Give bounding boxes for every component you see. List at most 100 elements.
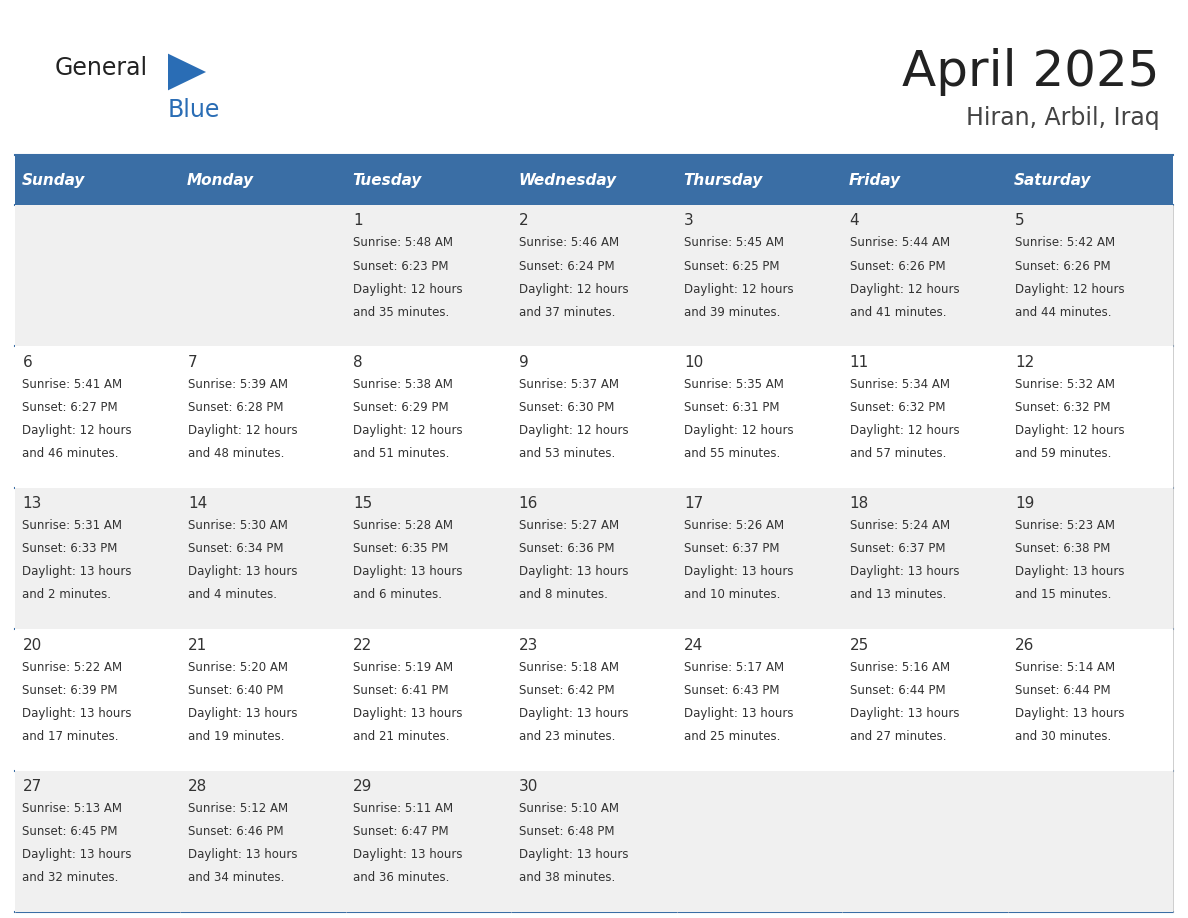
Text: Daylight: 13 hours: Daylight: 13 hours (849, 707, 959, 720)
Text: and 27 minutes.: and 27 minutes. (849, 730, 946, 743)
Text: 1: 1 (353, 214, 362, 229)
Text: and 38 minutes.: and 38 minutes. (519, 871, 615, 884)
Text: and 4 minutes.: and 4 minutes. (188, 588, 277, 601)
Text: Sunrise: 5:34 AM: Sunrise: 5:34 AM (849, 378, 949, 391)
Text: 4: 4 (849, 214, 859, 229)
Text: Sunrise: 5:17 AM: Sunrise: 5:17 AM (684, 661, 784, 674)
Text: Sunrise: 5:46 AM: Sunrise: 5:46 AM (519, 237, 619, 250)
Text: Daylight: 12 hours: Daylight: 12 hours (353, 424, 463, 437)
Text: Daylight: 12 hours: Daylight: 12 hours (684, 283, 794, 296)
Text: Sunrise: 5:32 AM: Sunrise: 5:32 AM (1015, 378, 1116, 391)
Text: Daylight: 13 hours: Daylight: 13 hours (188, 707, 297, 720)
Text: Daylight: 12 hours: Daylight: 12 hours (23, 424, 132, 437)
Text: General: General (55, 56, 148, 80)
Text: Daylight: 13 hours: Daylight: 13 hours (849, 565, 959, 578)
Text: 5: 5 (1015, 214, 1024, 229)
Text: and 35 minutes.: and 35 minutes. (353, 306, 449, 319)
Text: 15: 15 (353, 497, 373, 511)
Text: 27: 27 (23, 779, 42, 794)
Text: Daylight: 13 hours: Daylight: 13 hours (23, 565, 132, 578)
Text: Daylight: 12 hours: Daylight: 12 hours (1015, 283, 1125, 296)
Text: Sunrise: 5:11 AM: Sunrise: 5:11 AM (353, 802, 454, 815)
Text: and 57 minutes.: and 57 minutes. (849, 447, 946, 460)
Text: Daylight: 13 hours: Daylight: 13 hours (353, 707, 463, 720)
Text: Sunset: 6:25 PM: Sunset: 6:25 PM (684, 260, 779, 273)
Text: Sunset: 6:41 PM: Sunset: 6:41 PM (353, 684, 449, 697)
Text: Sunrise: 5:37 AM: Sunrise: 5:37 AM (519, 378, 619, 391)
Text: Sunrise: 5:30 AM: Sunrise: 5:30 AM (188, 520, 287, 532)
Text: and 36 minutes.: and 36 minutes. (353, 871, 450, 884)
Text: and 21 minutes.: and 21 minutes. (353, 730, 450, 743)
Text: Sunrise: 5:39 AM: Sunrise: 5:39 AM (188, 378, 287, 391)
Text: Hiran, Arbil, Iraq: Hiran, Arbil, Iraq (966, 106, 1159, 130)
Text: Sunset: 6:42 PM: Sunset: 6:42 PM (519, 684, 614, 697)
Text: and 48 minutes.: and 48 minutes. (188, 447, 284, 460)
Text: Sunrise: 5:24 AM: Sunrise: 5:24 AM (849, 520, 949, 532)
Text: 8: 8 (353, 355, 362, 370)
Text: and 37 minutes.: and 37 minutes. (519, 306, 615, 319)
Text: and 39 minutes.: and 39 minutes. (684, 306, 781, 319)
Text: and 10 minutes.: and 10 minutes. (684, 588, 781, 601)
Text: and 30 minutes.: and 30 minutes. (1015, 730, 1111, 743)
Text: Sunset: 6:44 PM: Sunset: 6:44 PM (849, 684, 946, 697)
Text: Daylight: 12 hours: Daylight: 12 hours (684, 424, 794, 437)
Text: Sunset: 6:29 PM: Sunset: 6:29 PM (353, 401, 449, 414)
Text: 14: 14 (188, 497, 207, 511)
Text: 30: 30 (519, 779, 538, 794)
Text: Sunday: Sunday (21, 173, 86, 187)
Text: Sunrise: 5:16 AM: Sunrise: 5:16 AM (849, 661, 949, 674)
Text: Daylight: 13 hours: Daylight: 13 hours (23, 707, 132, 720)
Text: Sunrise: 5:20 AM: Sunrise: 5:20 AM (188, 661, 287, 674)
Text: Daylight: 12 hours: Daylight: 12 hours (1015, 424, 1125, 437)
Text: and 8 minutes.: and 8 minutes. (519, 588, 607, 601)
Text: Sunset: 6:37 PM: Sunset: 6:37 PM (849, 543, 946, 555)
Text: Sunrise: 5:10 AM: Sunrise: 5:10 AM (519, 802, 619, 815)
Text: Sunset: 6:39 PM: Sunset: 6:39 PM (23, 684, 118, 697)
Text: and 23 minutes.: and 23 minutes. (519, 730, 615, 743)
Text: Sunrise: 5:12 AM: Sunrise: 5:12 AM (188, 802, 287, 815)
Text: Sunset: 6:24 PM: Sunset: 6:24 PM (519, 260, 614, 273)
Text: Sunset: 6:32 PM: Sunset: 6:32 PM (1015, 401, 1111, 414)
Text: and 13 minutes.: and 13 minutes. (849, 588, 946, 601)
Text: 23: 23 (519, 638, 538, 653)
Text: Daylight: 13 hours: Daylight: 13 hours (1015, 565, 1125, 578)
Text: 25: 25 (849, 638, 868, 653)
Text: Sunset: 6:23 PM: Sunset: 6:23 PM (353, 260, 449, 273)
Text: 24: 24 (684, 638, 703, 653)
Text: Daylight: 12 hours: Daylight: 12 hours (519, 424, 628, 437)
Text: 7: 7 (188, 355, 197, 370)
Text: Daylight: 12 hours: Daylight: 12 hours (849, 283, 959, 296)
Text: Saturday: Saturday (1015, 173, 1092, 187)
Text: Daylight: 13 hours: Daylight: 13 hours (188, 848, 297, 861)
Text: and 46 minutes.: and 46 minutes. (23, 447, 119, 460)
Text: and 55 minutes.: and 55 minutes. (684, 447, 781, 460)
Text: Sunrise: 5:26 AM: Sunrise: 5:26 AM (684, 520, 784, 532)
Text: 22: 22 (353, 638, 373, 653)
Text: Sunset: 6:31 PM: Sunset: 6:31 PM (684, 401, 779, 414)
Text: 9: 9 (519, 355, 529, 370)
Text: Monday: Monday (187, 173, 254, 187)
Text: Daylight: 13 hours: Daylight: 13 hours (519, 707, 628, 720)
Text: Daylight: 13 hours: Daylight: 13 hours (353, 565, 463, 578)
Text: Thursday: Thursday (683, 173, 763, 187)
Text: Daylight: 13 hours: Daylight: 13 hours (684, 707, 794, 720)
Text: Sunset: 6:35 PM: Sunset: 6:35 PM (353, 543, 449, 555)
Text: Sunrise: 5:41 AM: Sunrise: 5:41 AM (23, 378, 122, 391)
Text: Daylight: 13 hours: Daylight: 13 hours (519, 565, 628, 578)
Text: and 34 minutes.: and 34 minutes. (188, 871, 284, 884)
Text: Sunset: 6:48 PM: Sunset: 6:48 PM (519, 825, 614, 838)
Text: and 32 minutes.: and 32 minutes. (23, 871, 119, 884)
Text: Tuesday: Tuesday (353, 173, 422, 187)
Text: Sunset: 6:46 PM: Sunset: 6:46 PM (188, 825, 284, 838)
Text: Sunrise: 5:27 AM: Sunrise: 5:27 AM (519, 520, 619, 532)
Text: 18: 18 (849, 497, 868, 511)
Text: 26: 26 (1015, 638, 1035, 653)
Text: 3: 3 (684, 214, 694, 229)
Text: Sunset: 6:37 PM: Sunset: 6:37 PM (684, 543, 779, 555)
Text: Sunrise: 5:13 AM: Sunrise: 5:13 AM (23, 802, 122, 815)
Text: Sunrise: 5:23 AM: Sunrise: 5:23 AM (1015, 520, 1116, 532)
Text: Sunrise: 5:19 AM: Sunrise: 5:19 AM (353, 661, 454, 674)
Text: 19: 19 (1015, 497, 1035, 511)
Text: and 2 minutes.: and 2 minutes. (23, 588, 112, 601)
Text: 13: 13 (23, 497, 42, 511)
